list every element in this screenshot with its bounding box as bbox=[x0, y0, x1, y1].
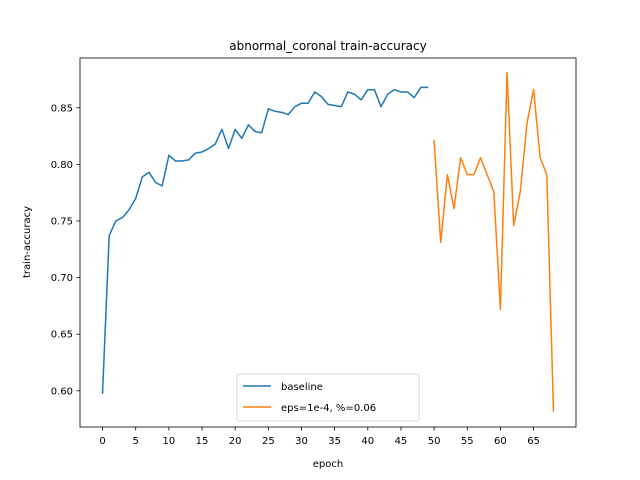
x-tick-label: 25 bbox=[262, 436, 275, 447]
x-axis-title: epoch bbox=[313, 459, 343, 470]
x-tick-label: 35 bbox=[328, 436, 341, 447]
y-tick-label: 0.75 bbox=[51, 216, 73, 227]
chart-title: abnormal_coronal train-accuracy bbox=[229, 39, 426, 53]
plot-frame bbox=[79, 57, 577, 428]
x-tick-label: 40 bbox=[361, 436, 374, 447]
legend-label-1: eps=1e-4, %=0.06 bbox=[281, 403, 376, 414]
x-tick-label: 30 bbox=[295, 436, 308, 447]
y-tick-label: 0.70 bbox=[51, 273, 73, 284]
y-tick-label: 0.65 bbox=[51, 330, 73, 341]
y-tick-label: 0.80 bbox=[51, 160, 73, 171]
y-tick-label: 0.60 bbox=[51, 386, 73, 397]
plot-lines bbox=[101, 71, 555, 412]
y-tick-label: 0.85 bbox=[51, 103, 73, 114]
x-tick-label: 20 bbox=[229, 436, 242, 447]
y-axis-title: train-accuracy bbox=[22, 206, 33, 278]
x-tick-label: 15 bbox=[196, 436, 209, 447]
legend: baseline eps=1e-4, %=0.06 bbox=[236, 373, 420, 422]
x-tick-label: 55 bbox=[461, 436, 474, 447]
series-line-0 bbox=[101, 86, 429, 394]
y-axis: 0.60 0.65 0.70 0.75 0.80 0.85 bbox=[51, 103, 80, 397]
legend-label-0: baseline bbox=[281, 382, 323, 393]
x-tick-label: 0 bbox=[99, 436, 105, 447]
x-tick-label: 10 bbox=[162, 436, 175, 447]
x-tick-label: 50 bbox=[428, 436, 441, 447]
legend-box bbox=[236, 373, 420, 422]
x-axis: 0 5 10 15 20 25 30 35 40 45 50 55 60 65 bbox=[99, 427, 540, 447]
x-tick-label: 5 bbox=[133, 436, 139, 447]
series-line-1 bbox=[433, 71, 555, 412]
x-tick-label: 60 bbox=[494, 436, 507, 447]
x-tick-label: 65 bbox=[527, 436, 540, 447]
x-tick-label: 45 bbox=[395, 436, 408, 447]
